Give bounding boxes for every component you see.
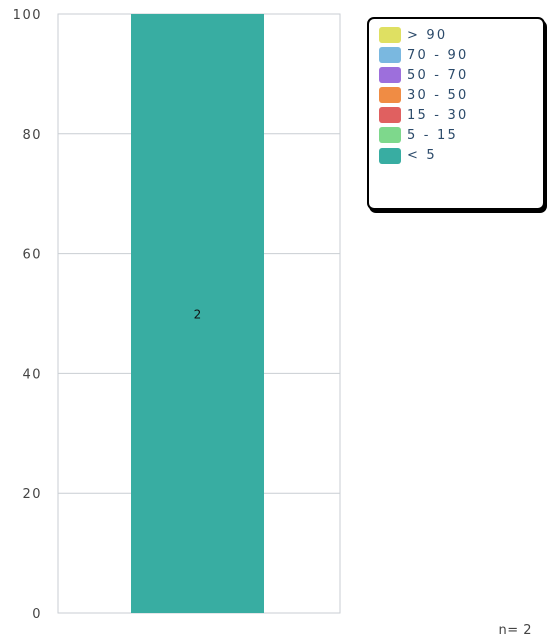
legend-item: 70 - 90 (379, 45, 535, 65)
legend-swatch (379, 67, 401, 84)
legend-swatch (379, 127, 401, 144)
legend: > 90 70 - 90 50 - 70 30 - 50 15 - 30 5 - 15 < … (367, 17, 545, 210)
legend-item: < 5 (379, 146, 535, 166)
y-tick-label: 80 (22, 128, 42, 143)
legend-label: 30 - 50 (407, 87, 469, 103)
legend-swatch (379, 107, 401, 124)
legend-item: 5 - 15 (379, 125, 535, 145)
legend-label: < 5 (407, 148, 437, 164)
y-tick-label: 100 (13, 8, 42, 23)
legend-swatch (379, 147, 401, 164)
y-tick-label: 20 (22, 487, 42, 502)
bars: 2 (131, 14, 264, 613)
legend-swatch (379, 87, 401, 104)
legend-item: 15 - 30 (379, 105, 535, 125)
legend-label: 70 - 90 (407, 47, 469, 63)
sample-size-label: n= 2 (498, 623, 532, 638)
y-tick-label: 0 (32, 607, 42, 622)
legend-label: > 90 (407, 27, 448, 43)
bar-segment (131, 14, 264, 613)
legend-label: 50 - 70 (407, 67, 469, 83)
y-axis: 0 20 40 60 80 100 (13, 8, 42, 622)
y-tick-label: 60 (22, 248, 42, 263)
legend-label: 5 - 15 (407, 127, 458, 143)
legend-item: > 90 (379, 25, 535, 45)
legend-item: 50 - 70 (379, 65, 535, 85)
legend-swatch (379, 27, 401, 43)
legend-swatch (379, 47, 401, 64)
y-tick-label: 40 (22, 367, 42, 382)
legend-item: 30 - 50 (379, 85, 535, 105)
bar-data-label: 2 (194, 308, 202, 322)
legend-label: 15 - 30 (407, 107, 469, 123)
